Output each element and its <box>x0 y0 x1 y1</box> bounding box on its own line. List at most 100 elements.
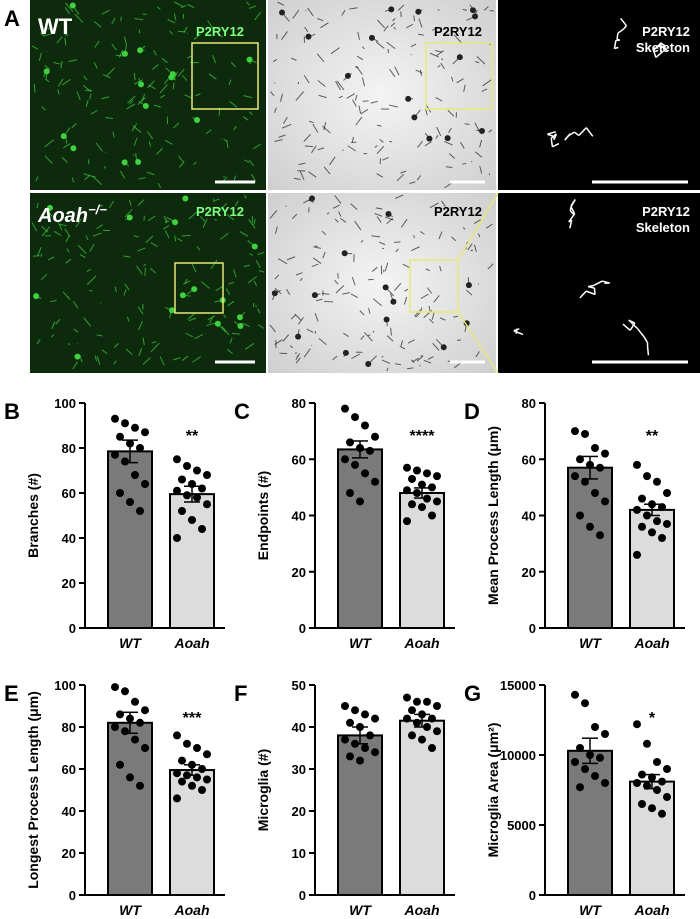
data-point <box>361 744 369 752</box>
texture <box>181 355 189 361</box>
zoom-line <box>457 192 499 261</box>
texture <box>177 30 186 33</box>
texture <box>424 141 432 147</box>
y-tick-label: 80 <box>522 396 536 411</box>
panel-letter: F <box>234 681 247 706</box>
texture <box>226 348 234 355</box>
data-point <box>586 460 594 469</box>
texture <box>243 264 250 268</box>
data-point <box>413 697 421 706</box>
texture <box>386 41 396 50</box>
data-point <box>136 718 144 727</box>
texture <box>112 131 115 138</box>
data-point <box>198 765 206 773</box>
data-point <box>658 809 666 818</box>
texture <box>416 175 422 181</box>
texture <box>389 104 398 108</box>
texture <box>177 68 185 77</box>
data-point <box>173 486 181 495</box>
texture <box>49 299 57 303</box>
y-tick-label: 0 <box>529 621 536 636</box>
texture <box>305 33 312 40</box>
texture <box>406 23 414 29</box>
texture <box>299 170 305 181</box>
texture <box>133 137 138 146</box>
data-point <box>633 720 641 729</box>
texture <box>453 362 461 369</box>
texture <box>466 289 473 296</box>
y-tick-label: 40 <box>292 720 306 735</box>
y-tick-label: 100 <box>54 678 76 693</box>
texture <box>552 142 560 148</box>
texture <box>43 68 47 78</box>
texture <box>248 219 256 229</box>
data-point <box>428 714 436 723</box>
texture <box>317 80 326 87</box>
texture <box>258 270 265 273</box>
texture <box>290 57 297 61</box>
data-point <box>633 550 641 559</box>
texture <box>299 277 303 282</box>
texture <box>394 66 400 76</box>
texture <box>358 105 362 114</box>
texture <box>303 75 310 84</box>
data-point <box>203 750 211 759</box>
texture <box>135 159 142 166</box>
texture <box>428 305 431 312</box>
data-point <box>638 770 646 779</box>
data-point <box>433 497 441 506</box>
texture <box>233 125 237 131</box>
texture <box>138 177 146 180</box>
data-point <box>178 507 186 515</box>
texture <box>304 26 309 33</box>
texture <box>427 356 434 360</box>
texture <box>550 138 554 147</box>
texture <box>381 359 391 364</box>
texture <box>163 78 169 85</box>
data-point <box>198 484 206 493</box>
texture <box>397 4 405 11</box>
texture <box>101 9 110 15</box>
texture <box>31 222 38 232</box>
texture <box>172 357 181 361</box>
data-point <box>131 735 139 744</box>
texture <box>415 69 423 74</box>
texture <box>184 94 193 99</box>
data-point <box>413 466 421 475</box>
data-point <box>633 779 641 787</box>
texture <box>425 268 430 272</box>
data-point <box>591 723 599 731</box>
y-tick-label: 0 <box>69 621 76 636</box>
texture <box>420 293 429 300</box>
texture <box>253 280 258 287</box>
texture <box>415 312 421 318</box>
texture <box>412 357 419 363</box>
data-point <box>356 497 364 506</box>
texture <box>324 300 334 303</box>
texture <box>335 285 345 294</box>
texture <box>394 282 402 291</box>
data-point <box>198 525 206 533</box>
texture <box>242 116 249 121</box>
texture <box>438 231 443 240</box>
data-point <box>576 455 584 464</box>
texture <box>169 307 176 314</box>
texture <box>214 218 218 221</box>
texture <box>270 91 275 97</box>
texture <box>390 22 396 27</box>
texture <box>257 308 261 314</box>
texture <box>372 298 383 307</box>
data-point <box>601 730 609 738</box>
texture <box>178 155 184 163</box>
data-point <box>571 472 579 481</box>
texture <box>210 259 218 270</box>
texture <box>364 331 373 342</box>
texture <box>416 355 424 362</box>
data-point <box>131 697 139 706</box>
significance: *** <box>183 710 202 727</box>
texture <box>89 289 93 292</box>
texture <box>426 135 433 142</box>
texture <box>356 65 363 75</box>
texture <box>547 131 557 135</box>
texture <box>444 140 453 146</box>
